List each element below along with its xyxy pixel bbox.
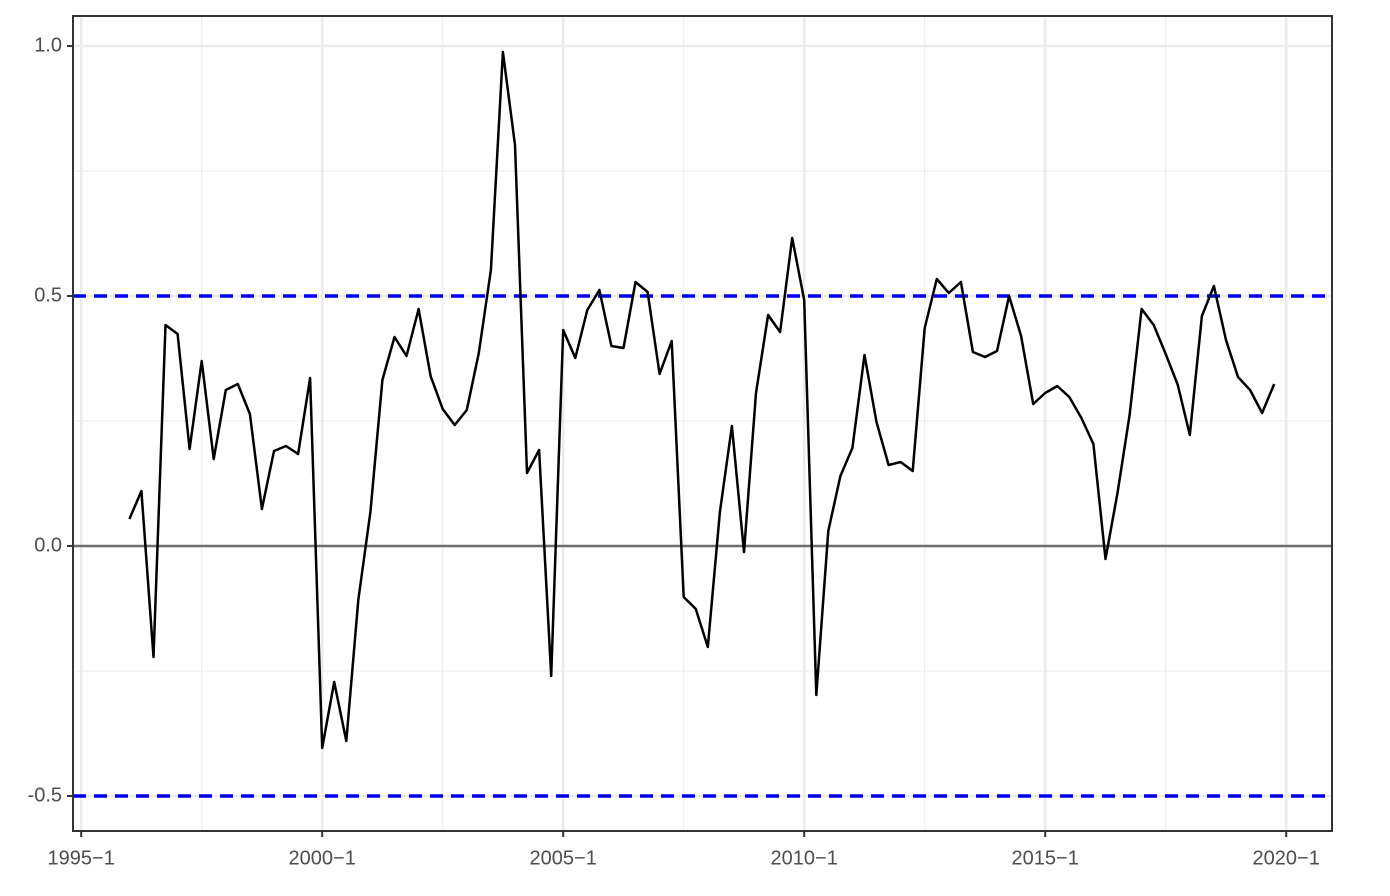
y-tick-label: 1.0 — [34, 34, 62, 56]
y-tick-label: 0.0 — [34, 534, 62, 556]
x-tick-label: 2015−1 — [1012, 847, 1079, 869]
x-tick-label: 1995−1 — [48, 847, 115, 869]
panel-border — [72, 15, 1333, 832]
data-line — [128, 50, 1276, 750]
x-tick-label: 2020−1 — [1253, 847, 1320, 869]
x-tick-label: 2000−1 — [289, 847, 356, 869]
x-tick-label: 2010−1 — [771, 847, 838, 869]
y-tick-label: 0.5 — [34, 284, 62, 306]
x-tick-label: 2005−1 — [530, 847, 597, 869]
y-tick-label: -0.5 — [28, 784, 62, 806]
